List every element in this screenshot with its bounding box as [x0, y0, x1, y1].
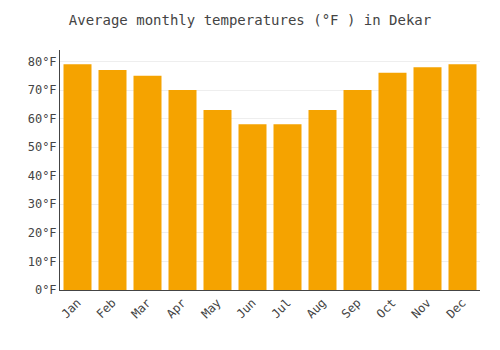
- svg-text:20°F: 20°F: [28, 226, 57, 240]
- svg-text:70°F: 70°F: [28, 83, 57, 97]
- svg-text:60°F: 60°F: [28, 112, 57, 126]
- svg-text:30°F: 30°F: [28, 197, 57, 211]
- svg-text:0°F: 0°F: [35, 283, 57, 297]
- svg-text:Jul: Jul: [269, 296, 294, 321]
- svg-text:Aug: Aug: [304, 296, 329, 321]
- svg-text:Feb: Feb: [94, 296, 119, 321]
- svg-text:Nov: Nov: [409, 296, 434, 321]
- svg-text:May: May: [199, 296, 224, 321]
- svg-text:Mar: Mar: [129, 296, 154, 321]
- svg-text:Dec: Dec: [444, 296, 469, 321]
- svg-text:80°F: 80°F: [28, 55, 57, 69]
- svg-text:Average monthly temperatures (: Average monthly temperatures (°F ) in De…: [69, 12, 431, 28]
- svg-text:Apr: Apr: [164, 296, 189, 321]
- svg-text:10°F: 10°F: [28, 255, 57, 269]
- svg-text:Oct: Oct: [374, 296, 399, 321]
- svg-text:Sep: Sep: [339, 296, 364, 321]
- svg-text:50°F: 50°F: [28, 140, 57, 154]
- svg-text:Jun: Jun: [234, 296, 259, 321]
- svg-text:Jan: Jan: [59, 296, 84, 321]
- svg-text:40°F: 40°F: [28, 169, 57, 183]
